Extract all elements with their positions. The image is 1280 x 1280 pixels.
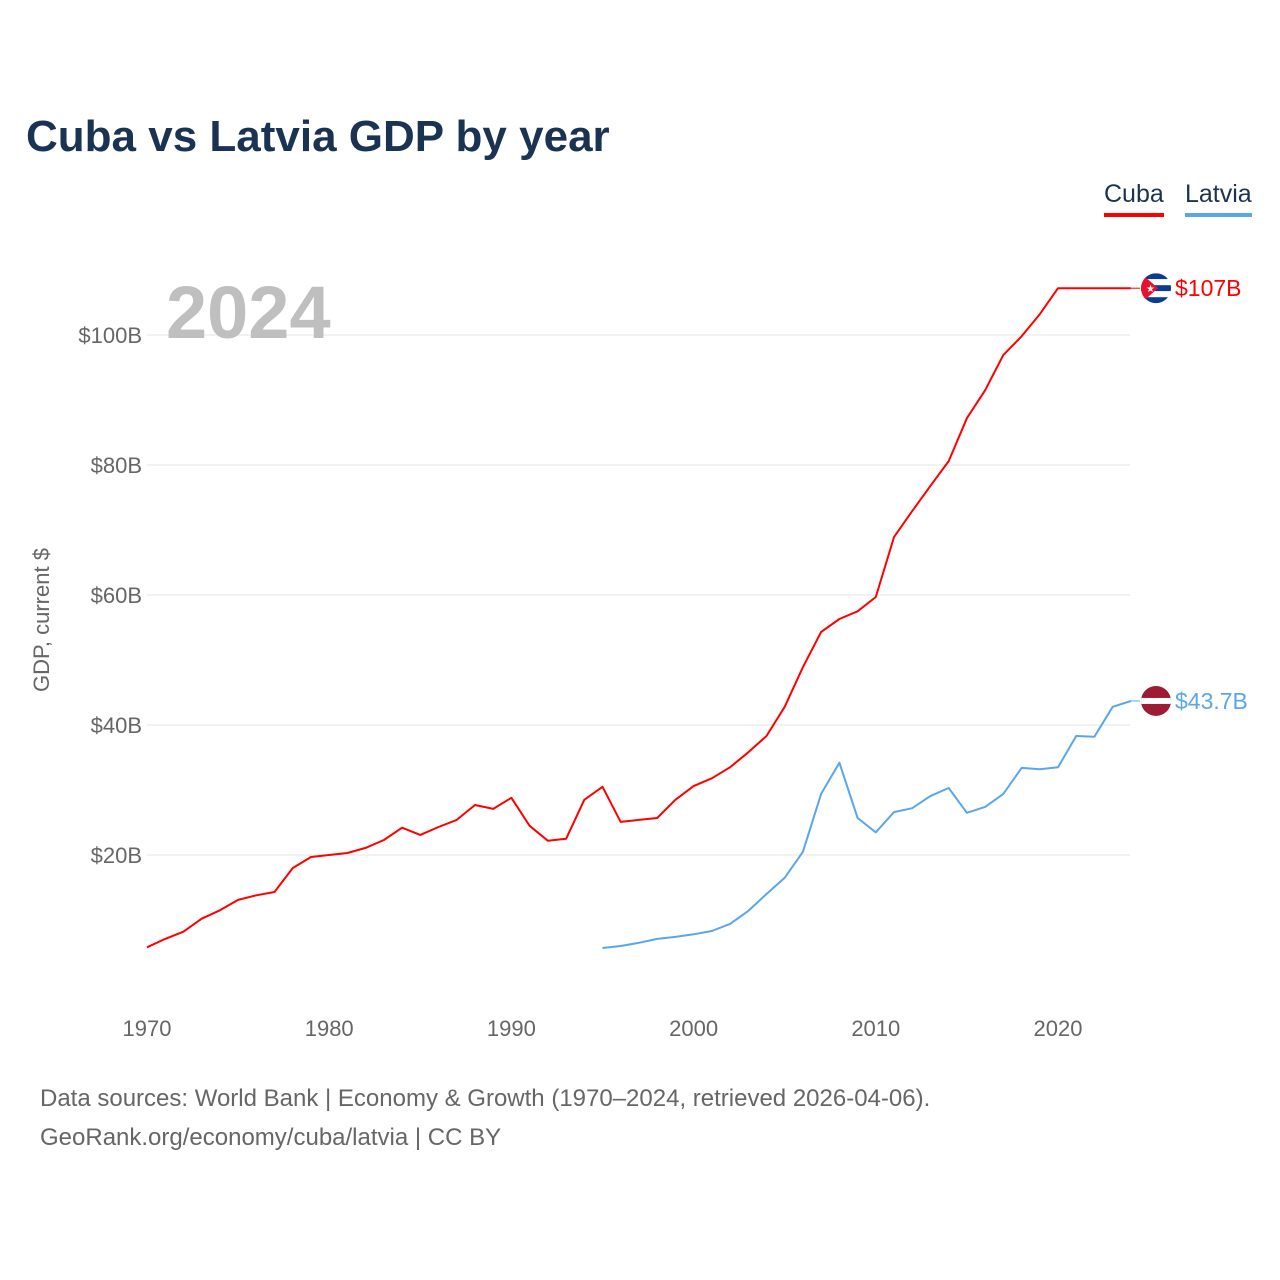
x-tick-label: 1990 <box>487 1016 536 1041</box>
series-line-latvia <box>602 700 1132 949</box>
flag-triangle <box>1141 273 1158 304</box>
flag-stripe <box>1141 279 1171 286</box>
cuba-flag-icon: ★ <box>1141 273 1171 304</box>
legend-cuba[interactable]: Cuba <box>1104 180 1164 217</box>
end-value-label-latvia: $43.7B <box>1175 688 1248 714</box>
flag-stripe <box>1141 697 1171 704</box>
y-tick-label: $60B <box>91 583 142 608</box>
source-line-2[interactable]: GeoRank.org/economy/cuba/latvia | CC BY <box>40 1124 502 1151</box>
flag-stripe <box>1141 291 1171 298</box>
latvia-flag-icon <box>1141 685 1171 716</box>
y-axis-label: GDP, current $ <box>29 548 54 692</box>
legend-latvia[interactable]: Latvia <box>1185 180 1252 217</box>
flag-stripe <box>1141 273 1171 280</box>
end-value-label-cuba: $107B <box>1175 275 1242 301</box>
x-tick-label: 1970 <box>123 1016 172 1041</box>
series-line-cuba <box>146 287 1131 949</box>
x-tick-label: 2000 <box>669 1016 718 1041</box>
x-tick-label: 2010 <box>851 1016 900 1041</box>
x-tick-label: 1980 <box>305 1016 354 1041</box>
flag-stripe <box>1141 297 1171 304</box>
source-line-1: Data sources: World Bank | Economy & Gro… <box>40 1085 931 1112</box>
year-label: 2024 <box>166 271 331 354</box>
flag-star: ★ <box>1146 284 1155 295</box>
y-tick-label: $80B <box>91 453 142 478</box>
y-tick-label: $40B <box>91 713 142 738</box>
chart-title: Cuba vs Latvia GDP by year <box>26 112 610 161</box>
y-tick-label: $20B <box>91 843 142 868</box>
y-tick-label: $100B <box>78 323 142 348</box>
x-tick-label: 2020 <box>1034 1016 1083 1041</box>
